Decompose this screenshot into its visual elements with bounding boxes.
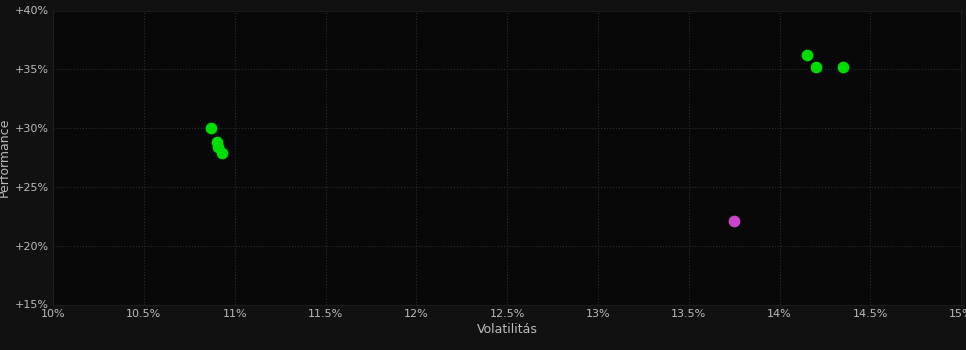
Point: [214, 150, 230, 156]
Point: [836, 64, 851, 70]
Point: [726, 218, 742, 224]
Point: [799, 52, 814, 58]
Point: [204, 125, 219, 131]
X-axis label: Volatilitás: Volatilitás: [476, 323, 538, 336]
Point: [211, 144, 226, 150]
Point: [809, 64, 824, 70]
Point: [209, 139, 224, 145]
Y-axis label: Performance: Performance: [0, 118, 11, 197]
